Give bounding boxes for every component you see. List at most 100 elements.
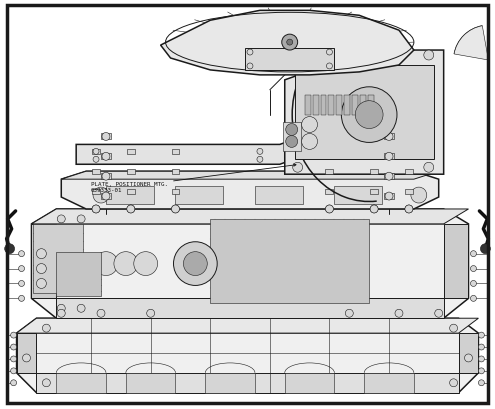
Circle shape bbox=[385, 153, 393, 161]
Circle shape bbox=[327, 64, 333, 70]
Polygon shape bbox=[285, 51, 444, 175]
Circle shape bbox=[405, 205, 413, 213]
Circle shape bbox=[346, 310, 353, 317]
Circle shape bbox=[481, 244, 491, 254]
Polygon shape bbox=[37, 373, 458, 393]
Circle shape bbox=[435, 310, 443, 317]
Circle shape bbox=[385, 173, 393, 181]
Bar bbox=[295, 66, 434, 160]
Polygon shape bbox=[76, 96, 419, 165]
Bar bbox=[320, 96, 327, 115]
Circle shape bbox=[92, 205, 100, 213]
Circle shape bbox=[127, 205, 135, 213]
Circle shape bbox=[184, 252, 207, 276]
Circle shape bbox=[282, 35, 297, 51]
Circle shape bbox=[327, 50, 333, 56]
Bar bbox=[337, 96, 343, 115]
Bar bbox=[101, 134, 111, 140]
Bar bbox=[283, 122, 300, 152]
Bar bbox=[101, 154, 111, 160]
Circle shape bbox=[102, 153, 110, 161]
Circle shape bbox=[293, 163, 302, 173]
Bar bbox=[106, 187, 153, 204]
Circle shape bbox=[10, 356, 16, 362]
Circle shape bbox=[301, 117, 317, 133]
Bar bbox=[405, 170, 413, 175]
Circle shape bbox=[92, 205, 100, 213]
Circle shape bbox=[147, 310, 154, 317]
Circle shape bbox=[18, 251, 25, 257]
Bar bbox=[345, 96, 350, 115]
Bar bbox=[127, 150, 135, 155]
Circle shape bbox=[172, 205, 180, 213]
Bar bbox=[172, 190, 180, 195]
Bar bbox=[326, 190, 334, 195]
Bar bbox=[312, 96, 318, 115]
Circle shape bbox=[37, 279, 47, 289]
Bar bbox=[176, 187, 223, 204]
Circle shape bbox=[114, 252, 138, 276]
Circle shape bbox=[43, 324, 50, 333]
Circle shape bbox=[385, 133, 393, 141]
Circle shape bbox=[257, 157, 263, 163]
Circle shape bbox=[10, 333, 16, 338]
Circle shape bbox=[293, 51, 302, 61]
Bar bbox=[92, 170, 100, 175]
Circle shape bbox=[301, 134, 317, 150]
Bar bbox=[326, 170, 334, 175]
Circle shape bbox=[102, 193, 110, 200]
Circle shape bbox=[93, 188, 109, 204]
Circle shape bbox=[247, 50, 253, 56]
Polygon shape bbox=[364, 373, 414, 393]
Circle shape bbox=[18, 296, 25, 301]
Circle shape bbox=[326, 205, 334, 213]
Polygon shape bbox=[56, 299, 444, 319]
Circle shape bbox=[10, 368, 16, 374]
Bar bbox=[56, 252, 101, 297]
Polygon shape bbox=[16, 333, 37, 373]
Circle shape bbox=[37, 264, 47, 274]
Circle shape bbox=[411, 188, 427, 204]
Polygon shape bbox=[205, 373, 255, 393]
Circle shape bbox=[134, 252, 157, 276]
Circle shape bbox=[57, 305, 65, 312]
Polygon shape bbox=[16, 319, 479, 393]
Polygon shape bbox=[61, 172, 439, 180]
Bar bbox=[405, 190, 413, 195]
Bar bbox=[384, 154, 394, 160]
Polygon shape bbox=[32, 224, 56, 299]
Bar bbox=[127, 170, 135, 175]
Circle shape bbox=[405, 205, 413, 213]
Circle shape bbox=[37, 249, 47, 259]
Circle shape bbox=[93, 157, 99, 163]
Text: PLATE, POSITIONER MTG.
039333-01: PLATE, POSITIONER MTG. 039333-01 bbox=[91, 164, 296, 193]
Bar bbox=[335, 187, 382, 204]
Bar bbox=[370, 150, 378, 155]
Polygon shape bbox=[61, 172, 439, 209]
Circle shape bbox=[23, 354, 31, 362]
Circle shape bbox=[470, 281, 477, 287]
Bar bbox=[92, 150, 100, 155]
Circle shape bbox=[470, 296, 477, 301]
Circle shape bbox=[93, 149, 99, 155]
Circle shape bbox=[326, 205, 334, 213]
Circle shape bbox=[174, 242, 217, 286]
Bar bbox=[405, 150, 413, 155]
Circle shape bbox=[94, 252, 118, 276]
Circle shape bbox=[18, 266, 25, 272]
Polygon shape bbox=[16, 319, 479, 333]
Bar bbox=[370, 170, 378, 175]
Circle shape bbox=[395, 310, 403, 317]
Circle shape bbox=[43, 379, 50, 387]
Circle shape bbox=[355, 101, 383, 129]
Circle shape bbox=[424, 163, 434, 173]
Circle shape bbox=[18, 281, 25, 287]
Bar bbox=[360, 96, 366, 115]
Polygon shape bbox=[56, 373, 106, 393]
Circle shape bbox=[449, 324, 457, 333]
Bar bbox=[352, 96, 358, 115]
Circle shape bbox=[470, 251, 477, 257]
Circle shape bbox=[97, 310, 105, 317]
Circle shape bbox=[479, 344, 485, 350]
Circle shape bbox=[287, 40, 293, 46]
